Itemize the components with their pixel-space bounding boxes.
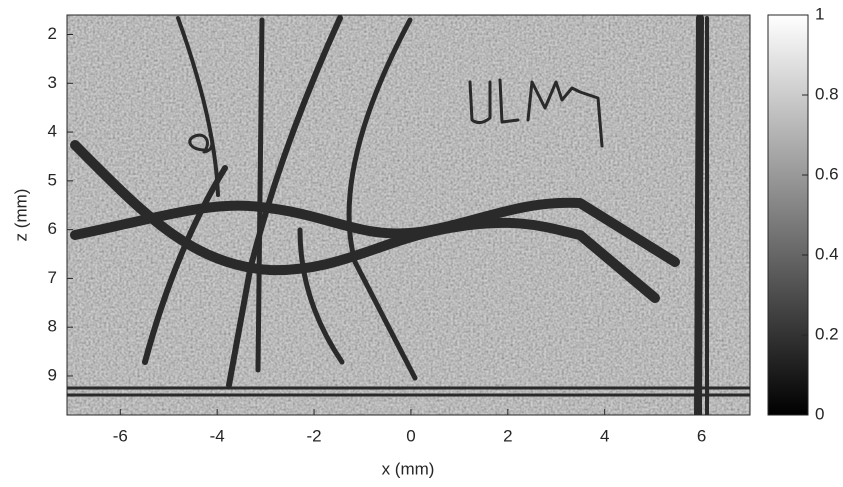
y-tick-label: 9 bbox=[48, 365, 57, 384]
y-tick-label: 4 bbox=[48, 122, 57, 141]
y-tick-label: 2 bbox=[48, 24, 57, 43]
plot-frame bbox=[66, 14, 751, 416]
colorbar-tick-label: 1 bbox=[815, 4, 824, 23]
image bbox=[67, 15, 750, 415]
colorbar-tick-label: 0.8 bbox=[815, 84, 839, 103]
y-tick-label: 3 bbox=[48, 73, 57, 92]
x-tick-label: -2 bbox=[306, 426, 321, 445]
y-tick-label: 7 bbox=[48, 268, 57, 287]
colorbar-tick-label: 0 bbox=[815, 404, 824, 423]
x-tick-label: 4 bbox=[600, 426, 609, 445]
x-tick-label: 2 bbox=[503, 426, 512, 445]
y-tick-label: 5 bbox=[48, 170, 57, 189]
x-tick-label: -6 bbox=[113, 426, 128, 445]
y-tick-label: 8 bbox=[48, 317, 57, 336]
x-tick-label: -4 bbox=[210, 426, 225, 445]
x-axis-label: x (mm) bbox=[382, 459, 435, 478]
y-tick-label: 6 bbox=[48, 219, 57, 238]
x-tick-label: 6 bbox=[697, 426, 706, 445]
x-tick-label: 0 bbox=[406, 426, 415, 445]
colorbar-tick-label: 0.2 bbox=[815, 324, 839, 343]
colorbar bbox=[767, 14, 809, 416]
y-axis-label: z (mm) bbox=[11, 189, 30, 242]
colorbar-tick-label: 0.4 bbox=[815, 244, 839, 263]
colorbar-tick-label: 0.6 bbox=[815, 164, 839, 183]
